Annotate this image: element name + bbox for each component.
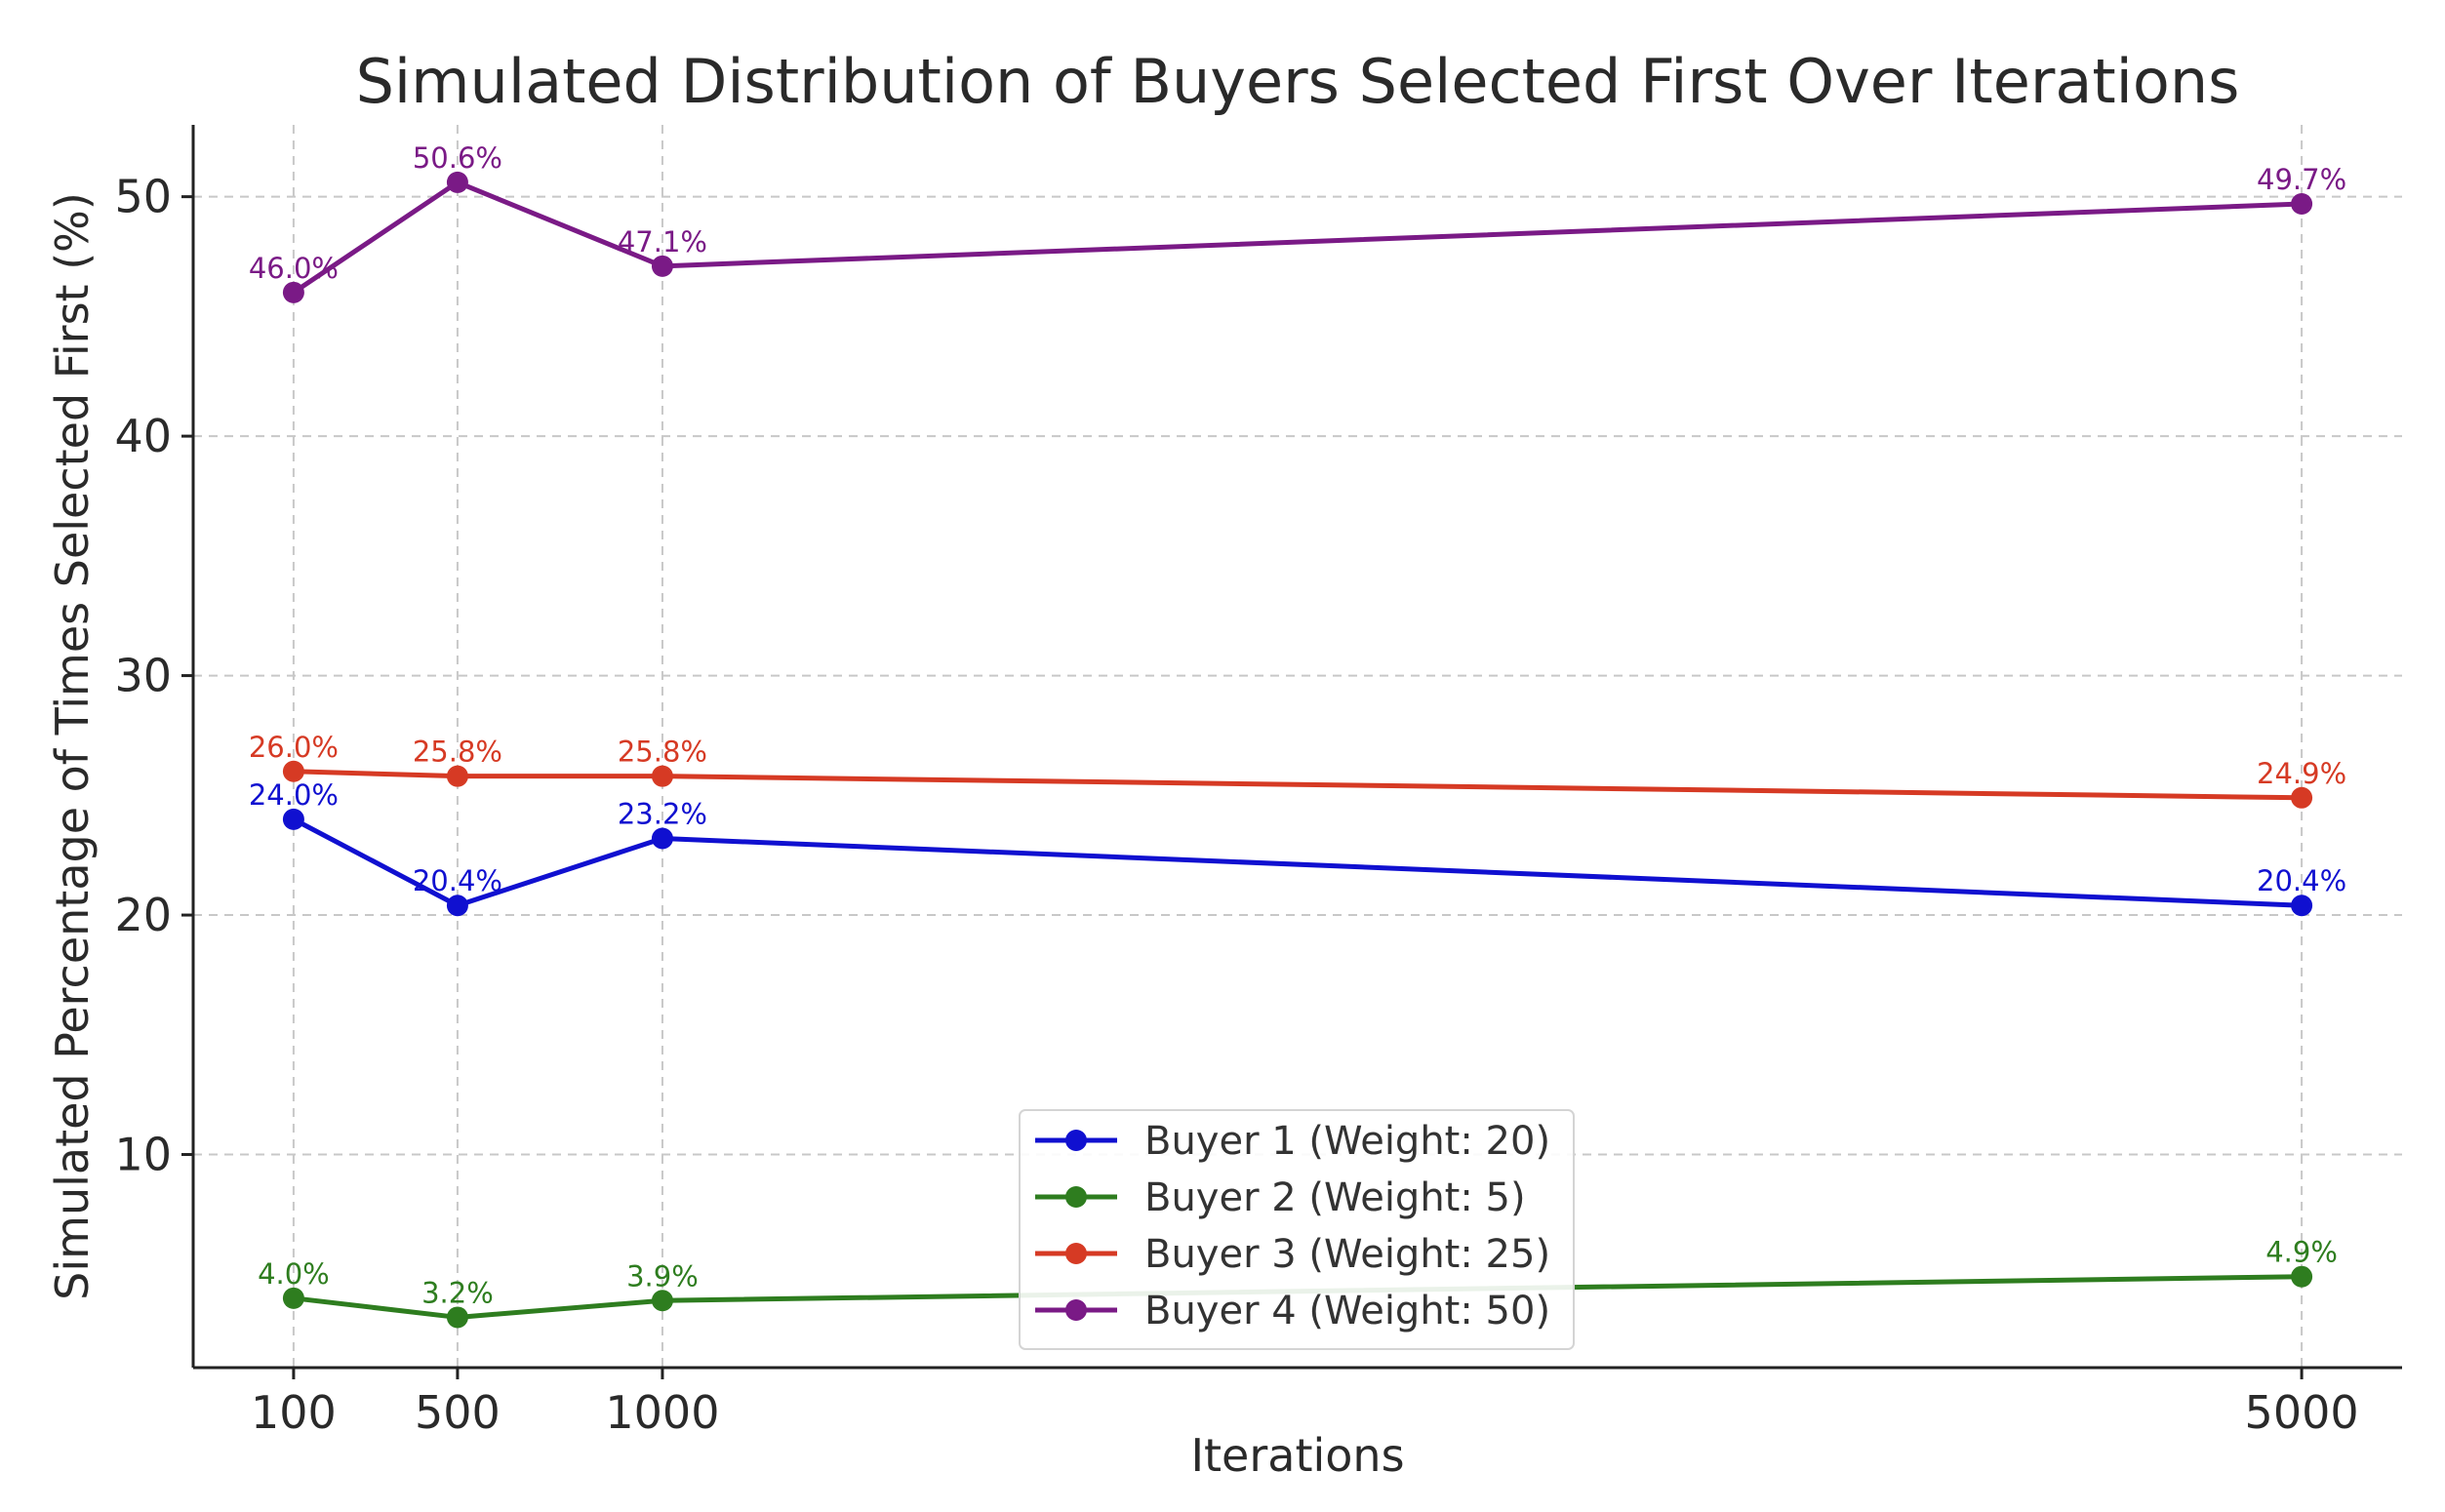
legend-label: Buyer 1 (Weight: 20) [1144,1119,1550,1164]
data-label: 47.1% [618,225,707,259]
y-tick-label: 50 [114,171,172,223]
legend-label: Buyer 2 (Weight: 5) [1144,1175,1526,1220]
legend-item[interactable]: Buyer 4 (Weight: 50) [1035,1289,1550,1333]
data-label: 24.9% [2257,757,2346,790]
x-tick-label: 5000 [2245,1386,2359,1439]
legend-item[interactable]: Buyer 2 (Weight: 5) [1035,1175,1526,1220]
data-label: 4.0% [258,1257,330,1291]
legend-marker [1065,1186,1087,1208]
x-axis-label: Iterations [1190,1429,1404,1482]
data-point [446,765,468,787]
data-label: 20.4% [413,864,502,897]
legend-item[interactable]: Buyer 1 (Weight: 20) [1035,1119,1550,1164]
data-point [651,1290,673,1312]
chart-title: Simulated Distribution of Buyers Selecte… [356,46,2240,117]
data-label: 20.4% [2257,864,2346,897]
y-tick-label: 30 [114,650,172,702]
legend-item[interactable]: Buyer 3 (Weight: 25) [1035,1232,1550,1277]
data-labels: 24.0% 20.4% 23.2% 20.4% 4.0% 3.2% 3.9% 4.9% 26.0… [249,141,2346,1310]
series-line [291,816,2305,908]
x-tick-label: 100 [251,1386,337,1439]
legend-label: Buyer 3 (Weight: 25) [1144,1232,1550,1277]
data-point [282,1287,304,1309]
data-point [446,895,468,917]
legend-marker [1065,1299,1087,1321]
data-label: 4.9% [2265,1236,2338,1269]
data-point [2291,786,2313,809]
y-axis-label: Simulated Percentage of Times Selected F… [46,192,99,1300]
data-point [282,808,304,830]
x-tick-label: 500 [415,1386,501,1439]
legend-marker [1065,1130,1087,1151]
x-tick-label: 1000 [605,1386,719,1439]
data-point [2291,193,2313,216]
legend-box [1019,1109,1575,1350]
data-label: 24.0% [249,778,339,812]
data-point [2291,895,2313,917]
data-label: 25.8% [413,736,502,769]
y-tick-label: 10 [114,1129,172,1181]
y-tick-label: 20 [114,889,172,941]
data-label: 23.2% [618,798,707,831]
data-label: 3.2% [421,1276,494,1309]
data-label: 26.0% [249,731,339,764]
legend-label: Buyer 4 (Weight: 50) [1144,1289,1550,1333]
data-label: 50.6% [413,141,502,175]
legend[interactable]: Buyer 1 (Weight: 20) Buyer 2 (Weight: 5) B… [1019,1109,1575,1350]
data-point [446,171,468,193]
data-point [2291,1265,2313,1288]
data-label: 3.9% [626,1259,699,1293]
data-point [651,765,673,787]
data-label: 49.7% [2257,163,2346,196]
data-point [651,827,673,850]
data-point [446,1306,468,1329]
data-label: 46.0% [249,252,339,285]
axes: 100 500 1000 5000 10 20 30 40 50 [114,125,2402,1439]
series-line [291,179,2305,296]
gridlines [193,125,2402,1368]
data-point [651,255,673,277]
data-point [282,760,304,782]
series-line [291,769,2305,801]
legend-marker [1065,1243,1087,1264]
data-label: 25.8% [618,736,707,769]
data-point [282,281,304,303]
y-tick-label: 40 [114,410,172,462]
